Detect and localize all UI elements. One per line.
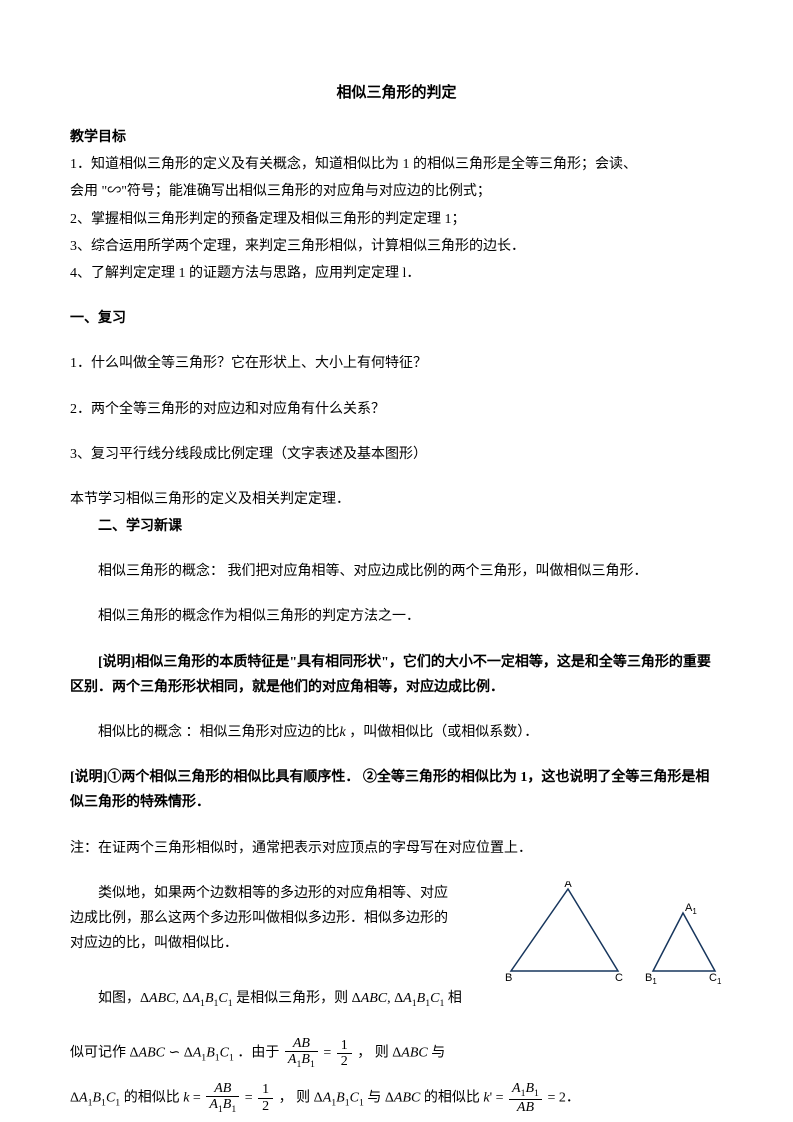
goals-heading: 教学目标 xyxy=(70,125,723,150)
goal-2: 2、掌握相似三角形判定的预备定理及相似三角形的判定定理 1； xyxy=(70,207,723,232)
ratio-text-a: 相似比的概念 ：相似三角形对应边的比 xyxy=(98,725,340,740)
goal-1a: 1．知道相似三角形的定义及有关概念，知道相似比为 1 的相似三角形是全等三角形；… xyxy=(70,152,723,177)
vertex-note: 注：在证两个三角形相似时，通常把表示对应顶点的字母写在对应位置上． xyxy=(70,836,723,861)
l2c: 与 xyxy=(367,1091,381,1106)
ratio-concept: 相似比的概念 ：相似三角形对应边的比k ，叫做相似比（或相似系数）． xyxy=(70,720,723,745)
section2-heading: 二、学习新课 xyxy=(70,514,723,539)
triangle-figure: A B C A1 B1 C1 xyxy=(503,881,723,1000)
section1-heading: 一、复习 xyxy=(70,306,723,331)
note-2: [说明]①两个相似三角形的相似比具有顺序性． ②全等三角形的相似比为 1，这也说… xyxy=(70,765,723,815)
l1c: ， 则 xyxy=(357,1046,389,1061)
intro-a: 如图， xyxy=(98,991,140,1006)
label-a: A xyxy=(564,881,572,890)
review-note: 本节学习相似三角形的定义及相关判定定理． xyxy=(70,487,723,512)
concept-1: 相似三角形的概念： 我们把对应角相等、对应边成比例的两个三角形，叫做相似三角形． xyxy=(70,559,723,584)
goal-1b: 会用 "∽"符号；能准确写出相似三角形的对应角与对应边的比例式； xyxy=(70,179,723,204)
label-b: B xyxy=(505,972,512,984)
concept-2: 相似三角形的概念作为相似三角形的判定方法之一． xyxy=(70,604,723,629)
review-q2: 2．两个全等三角形的对应边和对应角有什么关系？ xyxy=(70,397,723,422)
label-c1: C1 xyxy=(709,972,722,986)
intro-b: 是相似三角形，则 xyxy=(236,991,348,1006)
ratio-text-b: ，叫做相似比（或相似系数）． xyxy=(349,725,538,740)
l2d: 的相似比 xyxy=(424,1091,480,1106)
eq-line-1: 似可记作 ΔABC ∽ ΔA1B1C1 ．由于 ABA1B1 = 12 ， 则 … xyxy=(70,1036,723,1071)
goal-4: 4、了解判定定理 1 的证题方法与思路，应用判定定理 l． xyxy=(70,261,723,286)
triangle-a1b1c1 xyxy=(653,913,715,971)
page-title: 相似三角形的判定 xyxy=(70,80,723,107)
l1b: ．由于 xyxy=(237,1046,279,1061)
polygon-note: 类似地，如果两个边数相等的多边形的对应角相等、对应边成比例，那么这两个多边形叫做… xyxy=(70,881,450,957)
goal-3: 3、综合运用所学两个定理，来判定三角形相似，计算相似三角形的边长． xyxy=(70,234,723,259)
eq-line-2: ΔA1B1C1 的相似比 k = ABA1B1 = 12 ， 则 ΔA1B1C1… xyxy=(70,1081,723,1116)
label-c: C xyxy=(615,972,623,984)
review-q1: 1．什么叫做全等三角形？它在形状上、大小上有何特征？ xyxy=(70,351,723,376)
figure-intro: 如图，ΔABC, ΔA1B1C1 是相似三角形，则 ΔABC, ΔA1B1C1 … xyxy=(70,982,503,1016)
triangles-svg: A B C A1 B1 C1 xyxy=(503,881,723,991)
review-q3: 3、复习平行线分线段成比例定理（文字表述及基本图形） xyxy=(70,442,723,467)
triangle-abc xyxy=(511,889,618,971)
l1d: 与 xyxy=(431,1046,445,1061)
polygon-note-text: 类似地，如果两个边数相等的多边形的对应角相等、对应边成比例，那么这两个多边形叫做… xyxy=(70,886,448,951)
label-b1: B1 xyxy=(645,972,657,986)
label-a1: A1 xyxy=(685,902,697,916)
l1a: 似可记作 xyxy=(70,1046,126,1061)
k-var: k xyxy=(340,725,346,740)
l2a: 的相似比 xyxy=(124,1091,180,1106)
intro-c: 相 xyxy=(448,991,462,1006)
l2b: ， 则 xyxy=(279,1091,311,1106)
note-1: [说明]相似三角形的本质特征是"具有相同形状"，它们的大小不一定相等，这是和全等… xyxy=(70,650,723,700)
